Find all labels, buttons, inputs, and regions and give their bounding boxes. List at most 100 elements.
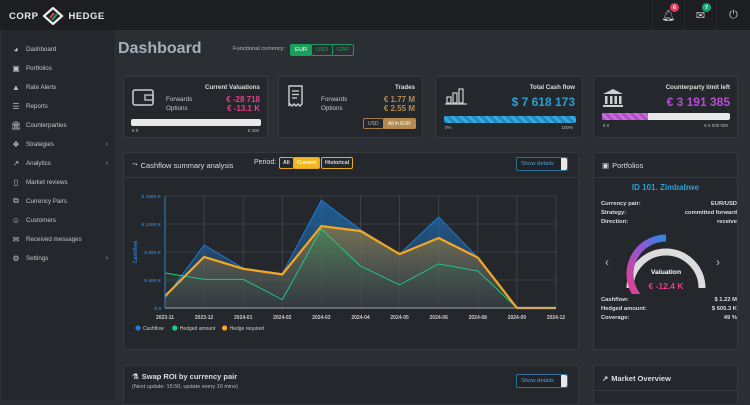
counterparty-progress-bar — [602, 113, 730, 120]
y-tick-label: $ 0 — [154, 306, 161, 312]
trades-usd-button[interactable]: USD — [363, 118, 384, 129]
series-area-hedged-amount — [165, 228, 556, 308]
page-title: Dashboard — [118, 40, 202, 57]
toggle-knob — [561, 158, 567, 170]
valuations-options-value: € -13.1 K — [227, 104, 260, 113]
y-tick-label: $ 1600 K — [142, 194, 162, 200]
sidebar-item-label: Currency Pairs — [26, 197, 67, 205]
clone-icon: ⧉ — [13, 196, 19, 205]
market-overview-header: ↗ Market Overview — [594, 366, 737, 391]
flask-icon: ⚗ — [132, 372, 139, 381]
sidebar-item-portfolios[interactable]: ▣ Portfolios — [2, 59, 114, 77]
currency-pair-value: EUR/USD — [710, 201, 737, 207]
sidebar-item-rate-alerts[interactable]: ▲ Rate Alerts — [2, 78, 114, 96]
cashflow-row: Cashflow: $ 1.22 M — [601, 297, 737, 303]
top-bar: CORP HEDGE 🔔︎ 6 ✉ 7 ⏻ — [0, 0, 750, 30]
legend-label: Hedge required — [230, 326, 265, 332]
counterparty-bar-max: € 5 000 000 — [704, 123, 728, 128]
currency-gbp-button[interactable]: GBP — [332, 44, 355, 56]
sidebar-item-settings[interactable]: ⚙ Settings › — [2, 249, 114, 267]
users-icon: ☺ — [11, 215, 21, 225]
gauge-value: € -12.4 K — [648, 281, 684, 291]
cashflow-label: Cashflow: — [601, 297, 629, 303]
next-portfolio-button[interactable]: › — [716, 255, 720, 269]
cashflow-show-details-toggle[interactable]: Show details — [516, 157, 568, 171]
y-tick-label: $ 800 K — [144, 250, 161, 256]
y-tick-label: $ 1200 K — [142, 222, 162, 228]
valuations-options-label: Options — [166, 105, 188, 112]
x-tick-label: 2024-09 — [508, 315, 527, 321]
area-chart-icon: ↗ — [12, 158, 20, 168]
counterparty-limit-value: € 3 191 385 — [666, 95, 730, 109]
period-label: Period: — [254, 159, 277, 166]
coverage-value: 49 % — [723, 315, 737, 321]
cashflow-panel-title: Cashflow summary analysis — [140, 160, 234, 170]
cashflow-bar-max: 100% — [561, 125, 573, 130]
y-axis-label: Cashflow — [133, 241, 139, 263]
show-details-label: Show details — [521, 378, 554, 384]
sidebar-item-strategies[interactable]: ❖ Strategies › — [2, 135, 114, 153]
cashflow-panel-header: ⤳ Cashflow summary analysis — [124, 153, 578, 178]
trades-all-in-eur-button[interactable]: All in EUR — [383, 118, 416, 129]
cashflow-bar-min: 0% — [445, 125, 452, 130]
envelope-icon: ✉ — [695, 9, 706, 22]
counterparty-card: Counterparty limit left € 3 191 385 € 0 … — [593, 76, 738, 138]
series-line-hedged-amount — [164, 228, 556, 309]
hedged-amount-value: $ 605.3 K — [711, 306, 737, 312]
sidebar-item-reports[interactable]: ☰ Reports — [2, 97, 114, 115]
previous-portfolio-button[interactable]: ‹ — [605, 255, 609, 269]
currency-eur-button[interactable]: EUR — [290, 44, 313, 56]
notifications-button[interactable]: 🔔︎ 6 — [652, 0, 684, 30]
sidebar-item-market-reviews[interactable]: ▯ Market reviews — [2, 173, 114, 191]
sidebar-item-analytics[interactable]: ↗ Analytics › — [2, 154, 114, 172]
cashflow-progress-bar — [444, 116, 576, 123]
legend-label: Hedged amount — [180, 326, 216, 332]
notifications-badge: 6 — [670, 3, 679, 12]
swap-show-details-toggle[interactable]: Show details — [516, 374, 568, 388]
trades-title: Trades — [395, 84, 415, 91]
market-overview-title: Market Overview — [611, 373, 671, 383]
messages-badge: 7 — [702, 3, 711, 12]
logo-icon — [42, 7, 65, 25]
legend-marker — [222, 325, 228, 331]
period-historical-button[interactable]: Historical — [321, 157, 354, 169]
messages-button[interactable]: ✉ 7 — [684, 0, 716, 30]
sidebar-item-dashboard[interactable]: ◕ Dashboard — [2, 40, 114, 58]
briefcase-icon: ▣ — [602, 160, 610, 170]
sidebar-item-currency-pairs[interactable]: ⧉ Currency Pairs — [2, 192, 114, 210]
trades-options-label: Options — [321, 105, 343, 112]
x-tick-label: 2024-03 — [312, 315, 331, 321]
power-icon: ⏻ — [729, 8, 738, 21]
bank-icon: 🏛︎ — [10, 120, 22, 130]
currency-usd-button[interactable]: USD — [311, 44, 334, 56]
portfolio-name[interactable]: ID 101. Zimbabwe — [631, 183, 700, 192]
area-chart-icon: ↗ — [602, 373, 609, 383]
x-tick-label: 2024-08 — [469, 315, 488, 321]
bank-icon — [603, 89, 623, 107]
sidebar-item-received-messages[interactable]: ✉ Received messages — [2, 230, 114, 248]
market-overview-panel: ↗ Market Overview — [593, 365, 738, 405]
period-current-button[interactable]: Current — [293, 157, 321, 169]
portfolios-panel-title: Portfolios — [612, 160, 644, 170]
cashflow-chart: $ 0 $ 400 K $ 800 K $ 1200 K $ 1600 K 2023-11… — [133, 194, 565, 332]
toggle-knob — [561, 375, 567, 387]
legend-marker — [172, 325, 178, 331]
line-chart-icon: ⤳ — [132, 161, 138, 168]
logo[interactable]: CORP HEDGE — [9, 7, 105, 25]
bell-icon: 🔔︎ — [661, 9, 676, 22]
sidebar-item-counterparties[interactable]: 🏛︎ Counterparties — [2, 116, 114, 134]
sidebar-item-customers[interactable]: ☺ Customers — [2, 211, 114, 229]
cashflow-card: Total Cash flow $ 7 618 173 0% 100% — [435, 76, 583, 138]
valuations-card: Current Valuations Forwards € -28 718 Op… — [123, 76, 268, 138]
legend-marker — [135, 325, 141, 331]
sidebar: ◕ Dashboard ▣ Portfolios ▲ Rate Alerts ☰ Rep… — [2, 30, 114, 400]
receipt-icon — [288, 85, 303, 107]
portfolios-panel-header: ▣ Portfolios — [594, 153, 737, 178]
valuations-forwards-value: € -28 718 — [226, 95, 260, 104]
logout-button[interactable]: ⏻ — [716, 0, 750, 30]
cashflow-progress-fill — [444, 116, 576, 123]
sidebar-item-label: Received messages — [26, 235, 82, 243]
show-details-label: Show details — [521, 161, 554, 167]
swap-roi-header: ⚗ Swap ROI by currency pair — [132, 372, 237, 381]
period-all-button[interactable]: All — [279, 157, 294, 169]
